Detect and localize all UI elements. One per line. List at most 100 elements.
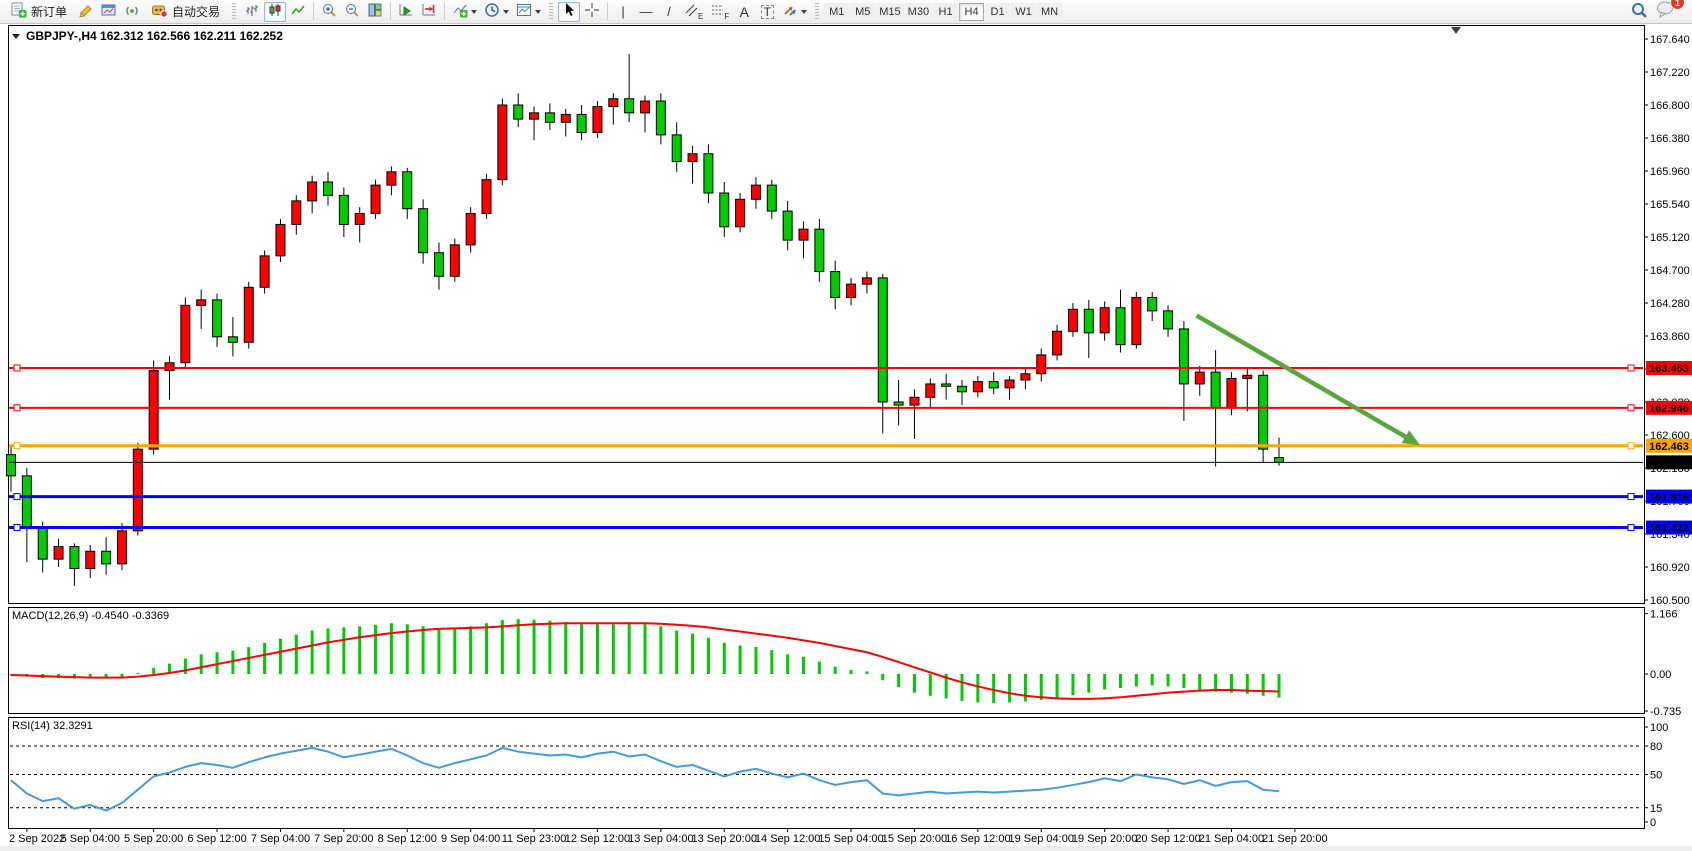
candle-body bbox=[338, 194, 349, 225]
toolbar-grip[interactable] bbox=[232, 3, 237, 20]
macd-bar bbox=[374, 624, 378, 674]
cursor-icon bbox=[561, 2, 577, 21]
periods-button[interactable] bbox=[481, 2, 512, 22]
chart-shift-marker[interactable] bbox=[1451, 27, 1461, 34]
candle-body bbox=[798, 228, 809, 241]
macd-bar bbox=[1119, 674, 1122, 688]
candle-body bbox=[687, 153, 698, 163]
zoom-in-button[interactable] bbox=[318, 2, 340, 22]
timeframe-M5[interactable]: M5 bbox=[850, 2, 876, 21]
hline-handle[interactable] bbox=[1627, 404, 1635, 412]
chart-window: 167.640 167.220 166.800 166.380 165.960 165.5… bbox=[0, 25, 1692, 851]
tile-windows-button[interactable] bbox=[364, 2, 386, 22]
macd-axis-label: -0.735 bbox=[1650, 706, 1681, 718]
macd-bar bbox=[168, 663, 171, 674]
horizontal-lines bbox=[9, 364, 1643, 532]
rsi-axis-label: 100 bbox=[1650, 722, 1668, 734]
price-chart-svg[interactable]: 167.640 167.220 166.800 166.380 165.960 165.5… bbox=[0, 25, 1692, 851]
macd-bar bbox=[199, 654, 203, 674]
hline-handle[interactable] bbox=[13, 442, 21, 450]
macd-bar bbox=[1229, 674, 1233, 693]
trendline-button[interactable]: / bbox=[658, 2, 680, 22]
text-label-button[interactable]: T bbox=[756, 2, 778, 22]
new-order-button[interactable]: 新订单 bbox=[4, 2, 74, 22]
autoscroll-button[interactable] bbox=[395, 2, 417, 22]
hline-handle[interactable] bbox=[13, 364, 21, 372]
candle-body bbox=[101, 550, 112, 565]
candlestick-chart-button[interactable] bbox=[264, 1, 287, 22]
indicators-button[interactable] bbox=[449, 2, 480, 22]
cursor-button[interactable] bbox=[558, 1, 581, 22]
hline-handle[interactable] bbox=[13, 493, 21, 501]
timeframe-H4[interactable]: H4 bbox=[959, 2, 985, 21]
chart-shift-button[interactable] bbox=[418, 2, 440, 22]
macd-axis-label: 0.00 bbox=[1650, 669, 1671, 681]
zoom-in-icon bbox=[321, 2, 337, 21]
line-chart-button[interactable] bbox=[287, 2, 309, 22]
timeframe-MN[interactable]: MN bbox=[1037, 2, 1063, 21]
macd-bar bbox=[897, 674, 901, 687]
main-toolbar: 新订单 自动交易 | — / E F A T bbox=[0, 0, 1692, 24]
toolbar-grip[interactable] bbox=[815, 3, 820, 20]
notifications-button[interactable] bbox=[1652, 0, 1678, 20]
timeframe-M30[interactable]: M30 bbox=[904, 2, 933, 21]
candle-body bbox=[402, 171, 413, 210]
macd-bar bbox=[437, 628, 441, 674]
timeframe-W1[interactable]: W1 bbox=[1011, 2, 1037, 21]
macd-bar bbox=[802, 656, 805, 674]
candle-body bbox=[782, 210, 793, 241]
hline-handle[interactable] bbox=[13, 524, 21, 532]
search-button[interactable] bbox=[1627, 2, 1651, 22]
candle-body bbox=[291, 200, 302, 225]
macd-bar bbox=[532, 619, 536, 674]
timeframe-H1[interactable]: H1 bbox=[933, 2, 959, 21]
macd-bar bbox=[1198, 674, 1202, 690]
search-icon bbox=[1630, 1, 1648, 22]
hline-handle[interactable] bbox=[1627, 493, 1635, 501]
profile-button[interactable] bbox=[98, 2, 120, 22]
hline-handle[interactable] bbox=[1627, 524, 1635, 532]
autotrading-button[interactable]: 自动交易 bbox=[144, 2, 227, 22]
fibonacci-button[interactable]: F bbox=[707, 2, 732, 22]
timeframe-M15[interactable]: M15 bbox=[876, 2, 904, 21]
toolbar-grip[interactable] bbox=[549, 3, 554, 20]
text-button[interactable]: A bbox=[733, 2, 755, 22]
macd-bar bbox=[944, 674, 948, 699]
horizontal-line-button[interactable]: — bbox=[635, 2, 657, 22]
vertical-line-button[interactable]: | bbox=[612, 2, 634, 22]
macd-bar bbox=[1150, 674, 1154, 686]
candle-body bbox=[719, 192, 730, 228]
timeframe-M1[interactable]: M1 bbox=[824, 2, 850, 21]
time-tick-label: 9 Sep 04:00 bbox=[441, 833, 500, 845]
macd-bar bbox=[1277, 674, 1281, 698]
channel-button[interactable]: E bbox=[681, 2, 706, 22]
candle-body bbox=[766, 184, 777, 212]
candle-body bbox=[1242, 374, 1253, 379]
price-tag-162.252: 162.252 bbox=[1649, 457, 1689, 469]
time-tick-label: 19 Sep 04:00 bbox=[1009, 833, 1074, 845]
new-order-icon bbox=[11, 2, 27, 21]
fibonacci-tag: F bbox=[724, 11, 730, 21]
trendline-icon: / bbox=[667, 4, 671, 19]
time-tick-label: 13 Sep 04:00 bbox=[628, 833, 693, 845]
macd-bar bbox=[500, 620, 504, 674]
timeframe-D1[interactable]: D1 bbox=[985, 2, 1011, 21]
templates-icon bbox=[516, 2, 532, 21]
hline-handle[interactable] bbox=[13, 404, 21, 412]
styler-button[interactable] bbox=[75, 2, 97, 22]
rsi-axis-label: 0 bbox=[1650, 817, 1656, 829]
signal-button[interactable] bbox=[121, 2, 143, 22]
bar-chart-button[interactable] bbox=[241, 2, 263, 22]
macd-axis-label: 1.166 bbox=[1650, 609, 1678, 621]
macd-bar bbox=[675, 630, 679, 674]
crosshair-button[interactable] bbox=[581, 2, 603, 22]
hline-handle[interactable] bbox=[1627, 364, 1635, 372]
zoom-out-button[interactable] bbox=[341, 2, 363, 22]
trend-arrow[interactable] bbox=[1195, 313, 1421, 446]
candle-body bbox=[1004, 379, 1015, 389]
candle-body bbox=[861, 277, 872, 285]
macd-bar bbox=[849, 669, 853, 674]
templates-button[interactable] bbox=[513, 2, 544, 22]
hline-handle[interactable] bbox=[1627, 442, 1635, 450]
arrows-button[interactable] bbox=[779, 2, 810, 22]
